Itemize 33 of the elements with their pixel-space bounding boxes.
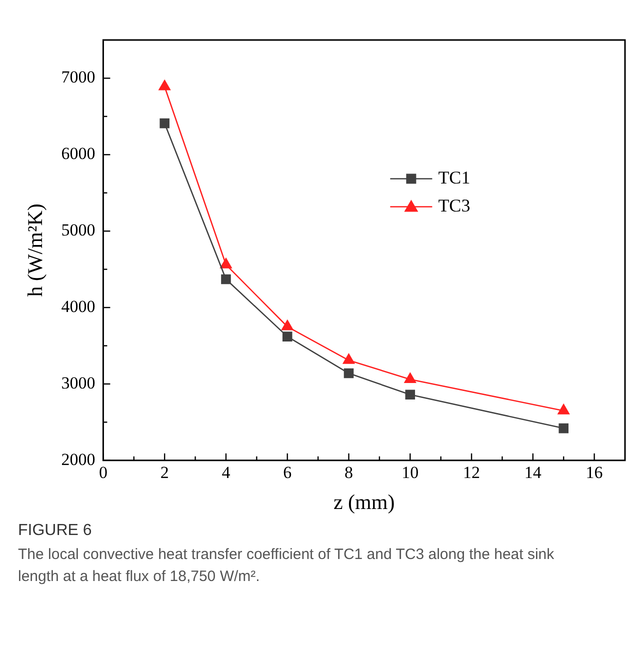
caption: FIGURE 6 [18, 522, 93, 540]
point [221, 274, 231, 284]
text: The local convective heat transfer coefficient of TC1 and TC3 along the heat sink length at a heat flux of 18,750 W/m². [18, 545, 556, 587]
x-tick-label: 14 [524, 463, 542, 482]
x-tick-label: 4 [222, 463, 231, 482]
legend-label: TC1 [438, 167, 470, 188]
point [558, 423, 569, 434]
point [405, 390, 416, 400]
y-tick-label: 3000 [61, 373, 96, 392]
y-tick-label: 4000 [61, 296, 96, 316]
x-tick-label: 12 [463, 463, 480, 482]
y-tick-label: 7000 [61, 68, 96, 87]
y-tick-label: 2000 [61, 450, 96, 469]
point [160, 118, 170, 128]
point [344, 368, 354, 378]
x-tick-label: 6 [283, 463, 292, 482]
y-axis-title: h (W/m²K) [23, 204, 48, 297]
x-tick-label: 2 [160, 463, 169, 482]
x-tick-label: 16 [586, 463, 603, 482]
point [220, 258, 232, 268]
x-axis-title: z (mm) [333, 490, 395, 514]
x-tick-label: 8 [344, 463, 354, 482]
x-tick-label: 0 [98, 463, 108, 482]
y-tick-label: 5000 [61, 220, 96, 240]
point [282, 332, 292, 342]
point [282, 320, 294, 330]
point [404, 372, 416, 384]
y-tick-label: 6000 [61, 144, 96, 164]
legend-label: TC3 [438, 195, 470, 216]
point [342, 354, 355, 364]
x-tick-label: 10 [402, 463, 419, 482]
point [558, 404, 570, 414]
point [158, 80, 170, 90]
